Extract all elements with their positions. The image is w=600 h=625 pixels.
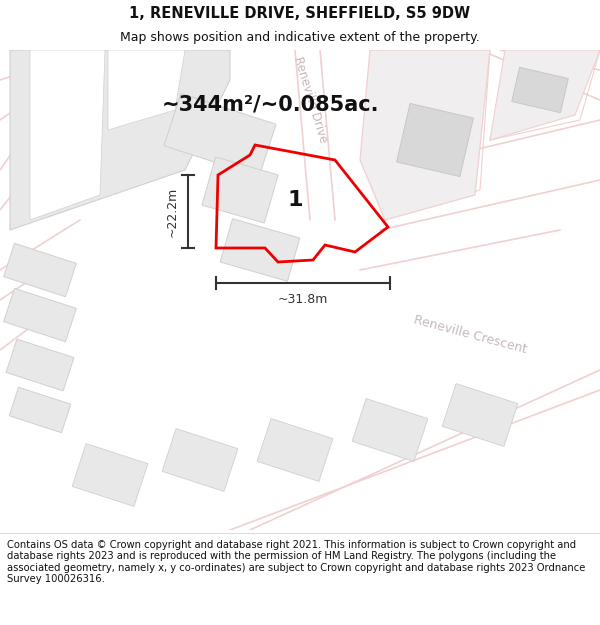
Polygon shape [360, 50, 490, 220]
Text: Contains OS data © Crown copyright and database right 2021. This information is : Contains OS data © Crown copyright and d… [7, 539, 586, 584]
Text: ~31.8m: ~31.8m [278, 293, 328, 306]
Text: 1, RENEVILLE DRIVE, SHEFFIELD, S5 9DW: 1, RENEVILLE DRIVE, SHEFFIELD, S5 9DW [130, 6, 470, 21]
Polygon shape [30, 50, 105, 220]
Polygon shape [220, 219, 300, 281]
Polygon shape [6, 339, 74, 391]
Polygon shape [490, 50, 600, 140]
Text: ~344m²/~0.085ac.: ~344m²/~0.085ac. [161, 95, 379, 115]
Polygon shape [4, 288, 76, 342]
Polygon shape [10, 50, 230, 230]
Text: Reneville Crescent: Reneville Crescent [412, 314, 528, 356]
Text: ~22.2m: ~22.2m [166, 186, 179, 237]
Polygon shape [4, 243, 76, 297]
Polygon shape [352, 399, 428, 461]
Text: 1: 1 [287, 190, 303, 210]
Polygon shape [72, 444, 148, 506]
Text: Reneville Drive: Reneville Drive [291, 55, 329, 145]
Polygon shape [257, 419, 333, 481]
Polygon shape [512, 68, 568, 112]
Polygon shape [9, 388, 71, 432]
Polygon shape [442, 384, 518, 446]
Text: Map shows position and indicative extent of the property.: Map shows position and indicative extent… [120, 31, 480, 44]
Polygon shape [108, 50, 185, 130]
Polygon shape [164, 93, 276, 177]
Polygon shape [202, 157, 278, 223]
Polygon shape [397, 104, 473, 176]
Polygon shape [162, 429, 238, 491]
